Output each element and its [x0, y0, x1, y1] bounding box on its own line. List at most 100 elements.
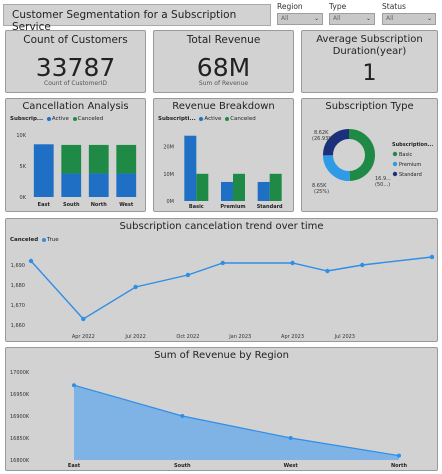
x-tick-label: North [91, 202, 107, 208]
bar-canceled[interactable] [233, 173, 245, 201]
trend-point[interactable] [360, 262, 365, 268]
filter-type-label: Type [329, 2, 347, 11]
kpi-count-title: Count of Customers [23, 34, 128, 46]
bar-canceled[interactable] [88, 144, 109, 174]
slice-label: 16.9... [375, 176, 391, 182]
filter-status-select[interactable]: All ⌄ [382, 13, 436, 25]
legend-true-dot-icon [41, 237, 46, 242]
bar-active[interactable] [221, 181, 233, 201]
bar-canceled[interactable] [116, 144, 137, 174]
legend-label: Standard [399, 172, 422, 178]
y-tick-label: 0M [167, 199, 175, 205]
trend-point[interactable] [220, 260, 225, 266]
kpi-count-value: 33787 [35, 53, 116, 82]
revenue-region-chart[interactable]: 16800K 16850K 16900K 16950K 17000K East South W… [6, 364, 437, 470]
trend-point[interactable] [325, 268, 330, 274]
filter-region-select[interactable]: All ⌄ [277, 13, 323, 25]
cancellation-legend: Subscrip... Active Canceled [10, 116, 103, 122]
revenue-point[interactable] [288, 436, 293, 440]
subscription-type-donut[interactable]: 8.62K(26.93%) 8.65K(25%) 16.9...(50...) Sub… [302, 117, 437, 211]
y-tick-label: 1,670 [11, 303, 25, 309]
bar-active[interactable] [184, 135, 197, 201]
filter-status[interactable]: Status All ⌄ [382, 2, 436, 25]
trend-title: Subscription cancelation trend over time [119, 221, 324, 232]
filter-type-value: All [333, 15, 341, 22]
trend-chart[interactable]: 1,660 1,670 1,680 1,690 Apr 2022 Jul 2022 Oct … [6, 245, 437, 341]
revenue-point[interactable] [72, 383, 76, 388]
x-tick-label: Basic [189, 204, 204, 210]
x-tick-label: Jan 2023 [228, 334, 251, 340]
y-tick-label: 16900K [10, 414, 30, 420]
kpi-count-sub: Count of CustomerID [44, 80, 107, 87]
trend-point[interactable] [429, 254, 435, 260]
legend-canceled-label[interactable]: Canceled [230, 116, 256, 122]
cancelation-trend-panel[interactable]: Subscription cancelation trend over time… [5, 218, 438, 342]
cancellation-title: Cancellation Analysis [22, 101, 129, 112]
filter-type-select[interactable]: All ⌄ [329, 13, 375, 25]
dashboard-title: Customer Segmentation for a Subscription… [3, 4, 271, 33]
filter-region-label: Region [277, 2, 303, 11]
trend-line [30, 256, 433, 320]
kpi-duration-value: 1 [362, 61, 377, 86]
revenue-breakdown-title: Revenue Breakdown [172, 101, 275, 112]
x-tick-label: South [63, 202, 80, 208]
revenue-area [74, 385, 399, 460]
legend-active-label[interactable]: Active [51, 116, 69, 122]
y-tick-label: 5K [20, 164, 27, 170]
bar-active[interactable] [33, 144, 54, 197]
bar-canceled[interactable] [196, 173, 209, 201]
x-tick-label: Oct 2022 [176, 334, 199, 340]
y-tick-label: 10M [163, 172, 174, 178]
subscription-type-title: Subscription Type [325, 101, 414, 112]
trend-legend: Canceled True [10, 237, 59, 243]
kpi-duration-title: Average Subscription Duration(year) [316, 34, 423, 57]
x-tick-label: West [284, 463, 299, 469]
y-tick-label: 1,690 [11, 263, 25, 269]
revenue-point[interactable] [397, 453, 401, 458]
legend-active-label[interactable]: Active [204, 116, 222, 122]
bar-active[interactable] [257, 181, 270, 201]
bar-active[interactable] [88, 173, 109, 197]
y-tick-label: 1,680 [11, 283, 25, 289]
legend-true-label[interactable]: True [46, 237, 59, 243]
trend-point[interactable] [185, 272, 191, 278]
revenue-by-region-panel[interactable]: Sum of Revenue by Region 16800K 16850K 169… [5, 347, 438, 471]
trend-point[interactable] [28, 258, 34, 264]
legend-canceled-label[interactable]: Canceled [77, 116, 104, 122]
bar-active[interactable] [61, 173, 82, 197]
donut-slice-premium[interactable] [323, 154, 350, 181]
kpi-count-card[interactable]: Count of Customers 33787 Count of Custom… [5, 30, 146, 93]
donut-slice-standard[interactable] [323, 129, 350, 156]
filter-type[interactable]: Type All ⌄ [329, 2, 375, 25]
revenue-breakdown-chart[interactable]: 0M 10M 20M Basic Premium Standard [154, 125, 293, 211]
kpi-duration-card[interactable]: Average Subscription Duration(year) 1 [301, 30, 438, 93]
revenue-breakdown-panel[interactable]: Revenue Breakdown Subscripti... Active C… [153, 98, 294, 212]
x-tick-label: East [38, 202, 51, 208]
filter-region-value: All [281, 15, 289, 22]
x-tick-label: North [391, 463, 407, 469]
trend-point[interactable] [133, 284, 138, 290]
y-tick-label: 16950K [10, 392, 30, 398]
cancellation-chart[interactable]: 0K 5K 10K East South North West [6, 125, 145, 211]
kpi-revenue-card[interactable]: Total Revenue 68M Sum of Revenue [153, 30, 294, 93]
kpi-revenue-value: 68M [196, 53, 251, 82]
donut-slice-basic[interactable] [348, 129, 375, 181]
revenue-point[interactable] [180, 414, 185, 418]
bar-canceled[interactable] [269, 173, 282, 201]
bar-active[interactable] [116, 173, 137, 197]
y-tick-label: 0K [20, 195, 27, 201]
trend-point[interactable] [290, 260, 295, 266]
filter-region[interactable]: Region All ⌄ [277, 2, 323, 25]
subscription-type-panel[interactable]: Subscription Type 8.62K (26.93%) 8.65K (25%… [301, 98, 438, 212]
kpi-revenue-title: Total Revenue [186, 34, 261, 46]
bar-canceled[interactable] [61, 144, 82, 174]
legend-canceled-dot-icon [225, 116, 230, 121]
trend-legend-title: Canceled [10, 237, 39, 243]
y-tick-label: 17000K [10, 370, 30, 376]
legend-dot-icon [392, 171, 398, 177]
filter-status-value: All [386, 15, 394, 22]
revenue-line [73, 384, 400, 457]
kpi-revenue-sub: Sum of Revenue [198, 80, 249, 87]
cancellation-analysis-panel[interactable]: Cancellation Analysis Subscrip... Active… [5, 98, 146, 212]
trend-point[interactable] [81, 316, 86, 322]
